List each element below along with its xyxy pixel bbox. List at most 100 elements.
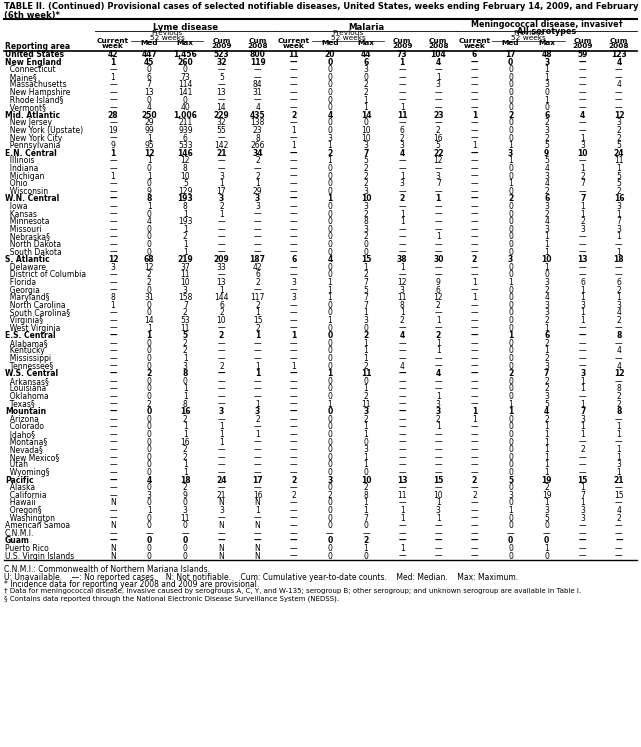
Text: 2: 2	[183, 309, 188, 317]
Text: 15: 15	[433, 476, 444, 485]
Text: —: —	[398, 400, 406, 409]
Text: —: —	[615, 521, 623, 530]
Text: 73: 73	[397, 50, 408, 59]
Text: 1: 1	[255, 362, 260, 371]
Text: 0: 0	[508, 347, 513, 356]
Text: —: —	[398, 551, 406, 560]
Text: 2: 2	[580, 445, 585, 454]
Text: 2: 2	[544, 415, 549, 424]
Text: 3: 3	[436, 506, 441, 515]
Text: 0: 0	[508, 445, 513, 454]
Text: 4: 4	[544, 293, 549, 302]
Text: —: —	[470, 209, 478, 219]
Text: 21: 21	[216, 149, 227, 158]
Text: 1: 1	[111, 301, 115, 310]
Text: 3: 3	[363, 187, 369, 196]
Text: —: —	[254, 338, 262, 347]
Text: —: —	[218, 270, 225, 279]
Text: 14: 14	[361, 111, 371, 120]
Text: 0: 0	[508, 293, 513, 302]
Text: —: —	[218, 232, 225, 241]
Text: 117: 117	[251, 293, 265, 302]
Text: Hawaii: Hawaii	[5, 498, 36, 507]
Text: —: —	[398, 118, 406, 127]
Text: 3: 3	[363, 316, 369, 325]
Text: —: —	[109, 453, 117, 462]
Text: —: —	[579, 551, 587, 560]
Text: —: —	[290, 309, 297, 317]
Text: 34: 34	[253, 149, 263, 158]
Text: 0: 0	[147, 430, 152, 439]
Text: 3: 3	[580, 225, 585, 234]
Text: 0: 0	[147, 338, 152, 347]
Text: 0: 0	[508, 96, 513, 105]
Text: 1: 1	[183, 354, 188, 363]
Text: —: —	[290, 513, 297, 522]
Text: —: —	[109, 422, 117, 431]
Text: —: —	[290, 384, 297, 394]
Text: —: —	[398, 232, 406, 241]
Text: 4: 4	[580, 111, 585, 120]
Text: 6: 6	[436, 285, 441, 294]
Text: 0: 0	[328, 468, 332, 477]
Text: Cum: Cum	[249, 38, 267, 44]
Text: 6: 6	[291, 255, 296, 264]
Text: 0: 0	[508, 134, 513, 143]
Text: Colorado: Colorado	[5, 422, 44, 431]
Text: —: —	[326, 529, 334, 538]
Text: 1: 1	[617, 164, 621, 173]
Text: —: —	[615, 263, 623, 272]
Text: 0: 0	[147, 65, 152, 74]
Text: 4: 4	[147, 103, 152, 112]
Text: 5: 5	[508, 476, 513, 485]
Text: —: —	[470, 118, 478, 127]
Text: Utah: Utah	[5, 460, 28, 469]
Text: —: —	[615, 415, 623, 424]
Text: 16: 16	[253, 491, 262, 500]
Text: 10: 10	[361, 194, 371, 203]
Text: 0: 0	[508, 88, 513, 97]
Text: 3: 3	[617, 460, 621, 469]
Text: —: —	[290, 118, 297, 127]
Text: —: —	[470, 88, 478, 97]
Text: 1: 1	[544, 544, 549, 553]
Text: —: —	[290, 400, 297, 409]
Text: 37: 37	[181, 263, 190, 272]
Text: 2: 2	[363, 232, 369, 241]
Text: —: —	[218, 134, 225, 143]
Text: 0: 0	[508, 536, 513, 545]
Text: 3: 3	[580, 506, 585, 515]
Text: 7: 7	[183, 301, 188, 310]
Text: 2: 2	[147, 400, 151, 409]
Text: —: —	[615, 536, 622, 545]
Text: —: —	[615, 88, 623, 97]
Text: —: —	[470, 362, 478, 371]
Text: N: N	[254, 544, 260, 553]
Text: 2: 2	[617, 316, 621, 325]
Text: —: —	[579, 270, 587, 279]
Text: Maryland§: Maryland§	[5, 293, 49, 302]
Text: —: —	[218, 384, 225, 394]
Text: 6: 6	[617, 278, 621, 287]
Text: —: —	[435, 468, 442, 477]
Text: —: —	[109, 65, 117, 74]
Text: —: —	[435, 544, 442, 553]
Text: Max: Max	[358, 40, 374, 46]
Text: —: —	[470, 551, 478, 560]
Text: 1: 1	[580, 316, 585, 325]
Text: —: —	[109, 415, 117, 424]
Text: 4: 4	[399, 331, 404, 340]
Text: —: —	[290, 58, 297, 66]
Text: 10: 10	[578, 149, 588, 158]
Text: 2: 2	[328, 491, 332, 500]
Text: —: —	[470, 338, 478, 347]
Text: 0: 0	[328, 376, 332, 385]
Text: —: —	[109, 225, 117, 234]
Text: —: —	[110, 536, 117, 545]
Text: —: —	[579, 453, 587, 462]
Text: 1: 1	[363, 430, 369, 439]
Text: —: —	[615, 438, 623, 447]
Text: 0: 0	[508, 468, 513, 477]
Text: —: —	[615, 483, 623, 492]
Text: 10: 10	[361, 476, 371, 485]
